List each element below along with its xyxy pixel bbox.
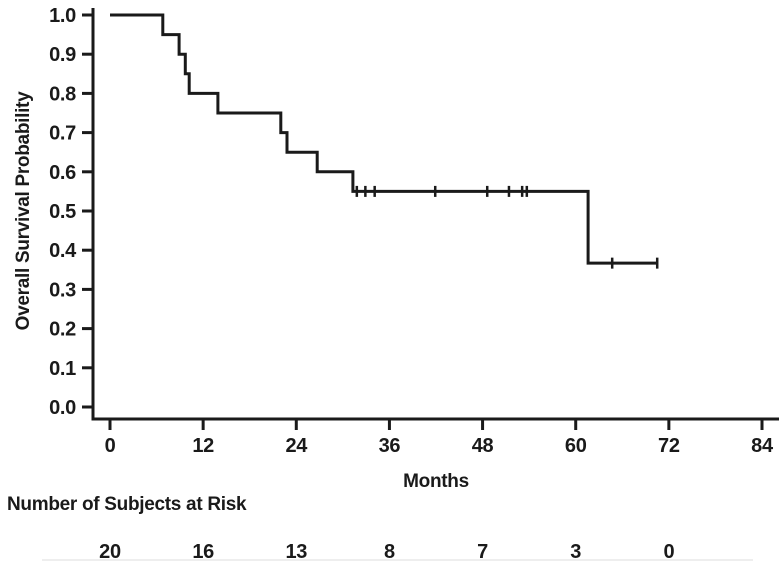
risk-count: 13: [285, 541, 307, 563]
y-tick-label: 0.4: [49, 240, 77, 262]
x-tick-label: 84: [751, 435, 774, 457]
risk-count: 8: [384, 541, 395, 563]
x-tick-label: 72: [658, 435, 680, 457]
y-tick-label: 0.1: [49, 358, 76, 380]
risk-table-title: Number of Subjects at Risk: [7, 494, 247, 515]
y-tick-label: 0.2: [49, 319, 76, 341]
y-axis-title: Overall Survival Probability: [13, 91, 34, 331]
y-tick-label: 0.0: [49, 397, 76, 419]
risk-count: 20: [99, 541, 121, 563]
x-tick-label: 0: [105, 435, 116, 457]
risk-count: 0: [663, 541, 674, 563]
y-tick-label: 0.7: [49, 123, 76, 145]
y-tick-label: 0.5: [49, 201, 76, 223]
y-tick-label: 0.3: [49, 279, 76, 301]
y-tick-label: 0.9: [49, 44, 76, 66]
axes: [91, 8, 779, 421]
x-tick-label: 24: [285, 435, 308, 457]
risk-count: 16: [192, 541, 214, 563]
x-axis-title: Months: [403, 471, 469, 492]
risk-count: 7: [477, 541, 488, 563]
x-tick-label: 60: [565, 435, 587, 457]
survival-curve: [110, 13, 658, 265]
x-tick-label: 12: [192, 435, 214, 457]
y-tick-label: 0.6: [49, 162, 76, 184]
y-tick-label: 1.0: [49, 5, 76, 27]
x-tick-label: 48: [472, 435, 494, 457]
risk-count: 3: [570, 541, 581, 563]
y-tick-label: 0.8: [49, 83, 76, 105]
x-tick-label: 36: [379, 435, 401, 457]
